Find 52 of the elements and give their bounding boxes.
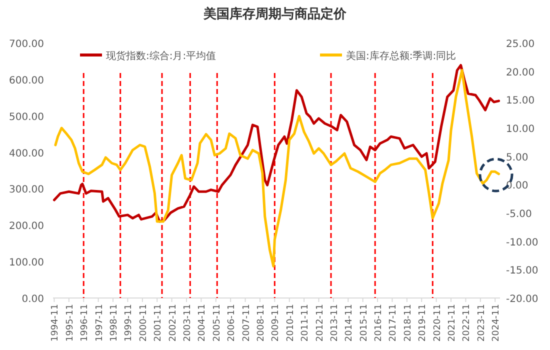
y-tick-label: 600.00 — [9, 75, 44, 86]
y-tick-label: 200.00 — [9, 221, 44, 232]
x-tick-label: 2022-11 — [462, 304, 472, 342]
x-tick-label: 2001-11 — [154, 304, 164, 342]
y2-tick-label: 20.00 — [506, 67, 535, 78]
x-tick-label: 2017-11 — [388, 304, 399, 342]
x-tick-label: 2009-11 — [271, 304, 282, 342]
y2-tick-label: -10.00 — [506, 237, 538, 248]
y-tick-label: 100.00 — [9, 258, 44, 269]
x-tick-label: 2020-11 — [432, 304, 443, 342]
x-tick-label: 1998-11 — [110, 304, 120, 342]
x-tick-label: 2003-11 — [182, 304, 193, 342]
x-tick-label: 2016-11 — [374, 304, 384, 342]
legend-label: 现货指数:综合:月:平均值 — [106, 50, 216, 62]
x-tick-label: 2002-11 — [168, 304, 178, 342]
x-tick-label: 2000-11 — [138, 304, 149, 342]
y-tick-label: 700.00 — [9, 39, 44, 50]
y2-tick-label: 5.00 — [506, 152, 528, 164]
y2-tick-label: 25.00 — [506, 39, 535, 50]
y2-tick-label: -15.00 — [506, 266, 538, 277]
x-tick-label: 2004-11 — [198, 304, 208, 342]
x-tick-label: 2023-11 — [476, 304, 487, 342]
y2-tick-label: 0.00 — [506, 180, 528, 192]
x-tick-label: 2015-11 — [359, 304, 370, 342]
y2-tick-label: -5.00 — [506, 209, 532, 220]
x-tick-label: 1995-11 — [65, 304, 76, 342]
x-tick-label: 2006-11 — [227, 304, 238, 342]
x-tick-label: 2010-11 — [286, 304, 296, 342]
x-tick-label: 2008-11 — [256, 304, 266, 342]
y-tick-label: 500.00 — [9, 112, 44, 123]
y2-tick-label: 15.00 — [506, 96, 535, 107]
x-tick-label: 2018-11 — [403, 304, 414, 342]
x-tick-label: 2019-11 — [418, 304, 428, 342]
y-tick-label: 400.00 — [9, 148, 44, 160]
x-tick-label: 2021-11 — [448, 304, 458, 342]
x-tick-label: 2005-11 — [212, 304, 222, 342]
y2-tick-label: -20.00 — [506, 294, 538, 305]
x-tick-label: 2013-11 — [330, 304, 340, 342]
x-tick-label: 2007-11 — [242, 304, 252, 342]
x-tick-label: 2011-11 — [300, 304, 311, 342]
chart-title: 美国库存周期与商品定价 — [202, 6, 348, 22]
legend-label: 美国:库存总额:季调:同比 — [346, 50, 456, 62]
x-tick-label: 2012-11 — [315, 304, 326, 342]
x-tick-label: 1999-11 — [124, 304, 134, 342]
x-tick-label: 2024-11 — [492, 304, 502, 342]
x-tick-label: 1996-11 — [80, 304, 90, 342]
y2-tick-label: 10.00 — [506, 124, 535, 135]
y-tick-label: 0.00 — [22, 294, 44, 305]
y-tick-label: 300.00 — [9, 184, 44, 196]
x-tick-label: 1997-11 — [94, 304, 105, 342]
x-tick-label: 1994-11 — [50, 304, 61, 342]
x-tick-label: 2014-11 — [344, 304, 355, 342]
